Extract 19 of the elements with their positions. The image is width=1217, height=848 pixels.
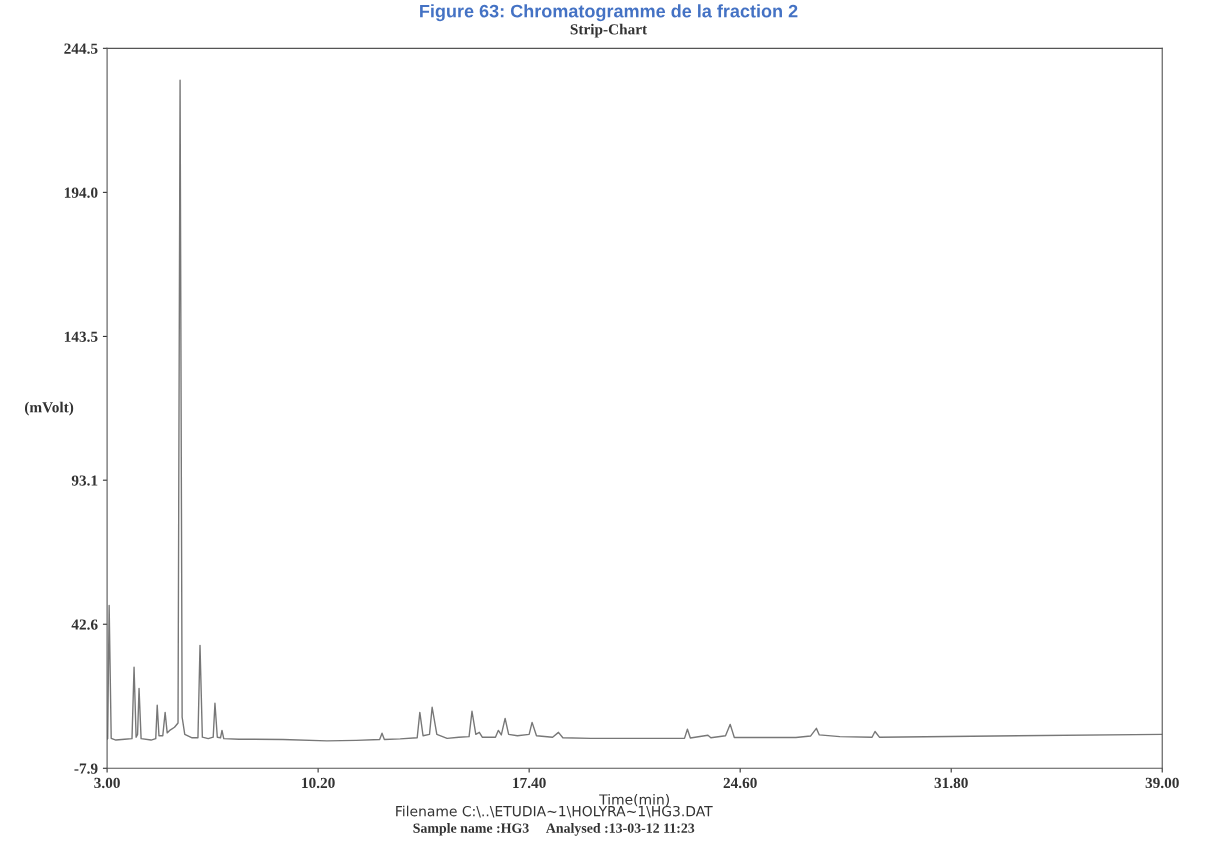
x-tick-label: 39.00	[1145, 777, 1179, 789]
x-tick-label: 10.20	[302, 777, 335, 789]
y-tick-label: 42.6	[71, 619, 98, 630]
text: Sample name :HG3 Analysed :13-03-12 11:23	[413, 823, 695, 836]
y-axis-title: (mVolt)	[24, 401, 74, 416]
y-tick-label: 143.5	[64, 331, 98, 342]
text: Filename C:\..\ETUDIA~1\HOLYRA~1\HG3.DAT	[396, 805, 713, 818]
x-tick-label: 31.80	[934, 777, 968, 789]
y-tick-label: 194.0	[64, 187, 98, 198]
chart-title: Figure 63: Chromatogramme de la fraction 2	[420, 4, 798, 22]
y-tick-label: -7.9	[74, 763, 98, 774]
y-tick-label: 244.5	[64, 43, 98, 54]
x-tick-label: 17.40	[513, 777, 546, 789]
line-series	[107, 79, 1163, 742]
chart-subtitle: Strip-Chart	[570, 23, 648, 38]
x-tick-label: 3.00	[94, 777, 120, 789]
x-axis-title: Time(min)	[599, 793, 669, 807]
x-tick-label: 24.60	[723, 777, 757, 789]
y-tick-label: 93.1	[71, 475, 98, 486]
